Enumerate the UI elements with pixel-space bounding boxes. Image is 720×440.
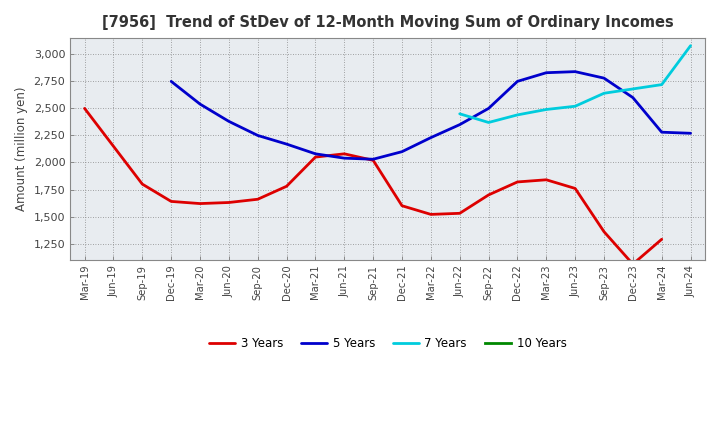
Title: [7956]  Trend of StDev of 12-Month Moving Sum of Ordinary Incomes: [7956] Trend of StDev of 12-Month Moving… xyxy=(102,15,673,30)
Y-axis label: Amount (million yen): Amount (million yen) xyxy=(15,87,28,211)
Legend: 3 Years, 5 Years, 7 Years, 10 Years: 3 Years, 5 Years, 7 Years, 10 Years xyxy=(204,332,571,355)
